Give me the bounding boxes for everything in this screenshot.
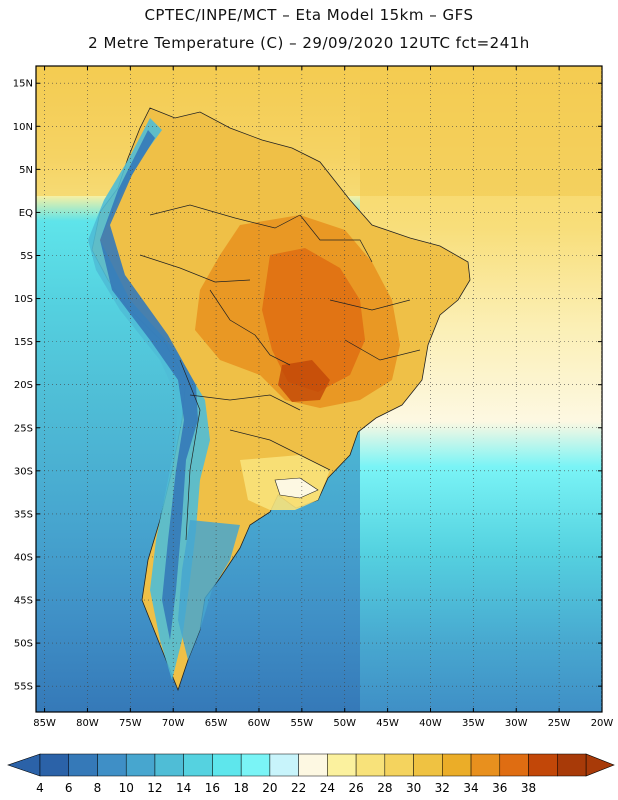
lat-label: 30S [14, 466, 33, 477]
lon-label: 40W [419, 718, 442, 729]
lon-label: 30W [505, 718, 528, 729]
lat-label: 50S [14, 639, 33, 650]
colorbar-swatch [298, 753, 328, 777]
colorbar-label: 16 [205, 781, 220, 795]
colorbar-swatch [68, 753, 98, 777]
colorbar-label: 10 [119, 781, 134, 795]
colorbar-label: 34 [463, 781, 478, 795]
colorbar-label: 32 [435, 781, 450, 795]
colorbar-swatch [355, 753, 386, 777]
lat-label: 35S [14, 509, 33, 520]
map-subtitle: 2 Metre Temperature (C) – 29/09/2020 12U… [88, 34, 530, 52]
colorbar-label: 22 [291, 781, 306, 795]
lat-label: 40S [14, 552, 33, 563]
map-title: CPTEC/INPE/MCT – Eta Model 15km – GFS [144, 6, 474, 24]
lon-label: 65W [205, 718, 228, 729]
lat-label: 5S [20, 251, 33, 262]
lat-label: 55S [14, 682, 33, 693]
central-brazil-hot-core [262, 248, 365, 392]
longitude-axis: 85W 80W 75W 70W 65W 60W 55W 50W 45W 40W 35W 30W 25W 2… [33, 66, 613, 729]
rio-de-la-plata [274, 477, 319, 499]
colorbar-label: 6 [65, 781, 73, 795]
colorbar-label: 12 [147, 781, 162, 795]
colorbar-swatch [442, 753, 472, 777]
colorbar-swatch [384, 753, 414, 777]
lat-label: 5N [19, 165, 33, 176]
lat-label: 45S [14, 596, 33, 607]
colorbar-swatch [97, 753, 127, 777]
colorbar-swatch [327, 753, 357, 777]
lon-label: 75W [119, 718, 142, 729]
lat-label: 10S [14, 294, 33, 305]
colorbar-label: 18 [234, 781, 249, 795]
latitude-axis: 15N 10N 5N EQ 5S 10S 15S 20S 25S 30S 35S 40S 45S 50S 5… [13, 79, 602, 693]
colorbar-swatch [212, 753, 242, 777]
colorbar-label: 4 [36, 781, 44, 795]
lat-label: 15N [13, 79, 33, 90]
colorbar-label: 30 [406, 781, 421, 795]
lon-label: 70W [162, 718, 185, 729]
colorbar-label: 36 [492, 781, 507, 795]
lat-label: 25S [14, 423, 33, 434]
colorbar-swatch [240, 753, 271, 777]
lat-label: 20S [14, 380, 33, 391]
lat-label: 10N [13, 122, 33, 133]
colorbar-swatch [125, 753, 156, 777]
colorbar-swatch [528, 753, 558, 777]
colorbar-swatch [499, 753, 529, 777]
lon-label: 25W [548, 718, 571, 729]
colorbar: 4 6 8 10 12 14 16 18 20 22 24 26 28 30 32 34 36 38 [7, 753, 615, 795]
colorbar-label: 14 [176, 781, 191, 795]
colorbar-swatch [557, 753, 587, 777]
lon-label: 55W [291, 718, 314, 729]
country-borders [139, 204, 421, 541]
lon-label: 45W [376, 718, 399, 729]
colorbar-label: 24 [320, 781, 335, 795]
map-frame [35, 65, 603, 713]
colorbar-label: 20 [262, 781, 277, 795]
lon-label: 80W [76, 718, 99, 729]
andes-peaks [100, 130, 198, 640]
patagonia-region [178, 520, 240, 660]
colorbar-swatch [470, 753, 501, 777]
lon-label: 50W [333, 718, 356, 729]
colorbar-swatch [413, 753, 443, 777]
lat-label: EQ [19, 208, 33, 219]
colorbar-swatch [39, 753, 69, 777]
colorbar-label: 28 [377, 781, 392, 795]
colorbar-label: 8 [94, 781, 102, 795]
lon-label: 85W [33, 718, 56, 729]
lon-label: 60W [248, 718, 271, 729]
lat-label: 15S [14, 337, 33, 348]
colorbar-label: 38 [521, 781, 536, 795]
colorbar-high-arrow [585, 753, 615, 777]
pantanal-hot-spot [278, 360, 330, 402]
lon-label: 35W [462, 718, 485, 729]
colorbar-label: 26 [348, 781, 363, 795]
lon-label: 20W [591, 718, 614, 729]
colorbar-swatch [269, 753, 299, 777]
colorbar-swatch [183, 753, 213, 777]
colorbar-low-arrow [7, 753, 41, 777]
colorbar-swatch [154, 753, 184, 777]
